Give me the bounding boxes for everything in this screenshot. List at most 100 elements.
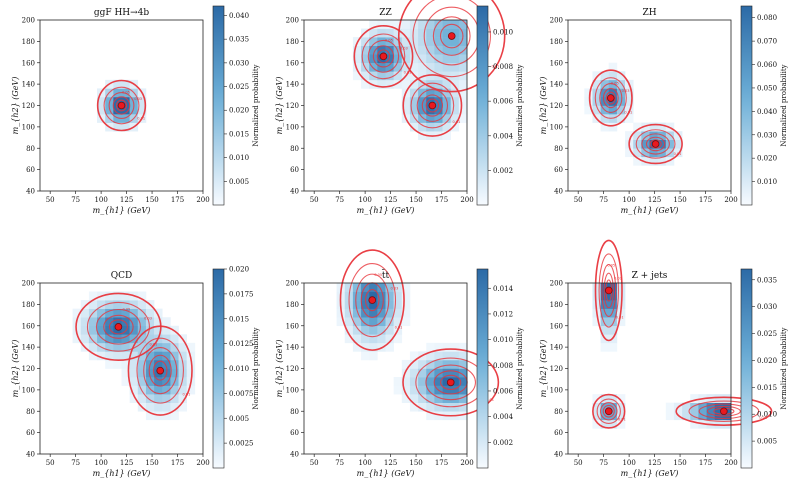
- heatmap-cell: [409, 359, 419, 369]
- heatmap-cell: [129, 317, 139, 327]
- heatmap-cell: [418, 45, 427, 55]
- x-tick-label: 125: [384, 196, 397, 204]
- heatmap-cell: [608, 342, 618, 352]
- contour-line: [402, 348, 500, 417]
- y-tick-label: 40: [554, 451, 563, 459]
- heatmap-cell: [361, 334, 370, 344]
- heatmap-cell: [418, 122, 427, 132]
- heatmap-cell: [450, 359, 460, 369]
- contour-line: [439, 23, 464, 49]
- heatmap-cell: [426, 28, 435, 38]
- heatmap-cell: [434, 28, 443, 38]
- heatmap-cell: [137, 317, 147, 327]
- heatmap-cell: [154, 359, 163, 369]
- contour-label: 0.03: [391, 286, 399, 290]
- heatmap-cell: [393, 385, 403, 395]
- heatmap-cell: [393, 20, 403, 29]
- y-tick-label: 160: [22, 322, 35, 330]
- heatmap-cell: [369, 342, 378, 352]
- heatmap-cell: [434, 62, 443, 72]
- heatmap-cell: [369, 334, 378, 344]
- colorbar-tick-label: 0.010: [757, 411, 777, 419]
- heatmap-cell: [409, 96, 419, 106]
- heatmap-cell: [377, 308, 386, 318]
- heatmap-cell: [105, 308, 114, 318]
- contour-label: 0.01: [616, 316, 624, 320]
- contour-line: [588, 69, 633, 127]
- heatmap-cell: [442, 359, 451, 369]
- heatmap-cell: [418, 71, 427, 81]
- heatmap-cell: [97, 308, 106, 318]
- contour-label: 0.03: [134, 97, 142, 101]
- contour-line: [628, 123, 683, 165]
- heatmap-cell: [344, 308, 354, 318]
- x-tick-label: 125: [120, 196, 133, 204]
- heatmap-cell: [442, 122, 451, 132]
- x-tick-label: 100: [358, 196, 371, 204]
- heatmap-cell: [129, 308, 139, 318]
- colorbar-tick-label: 0.005: [229, 415, 249, 423]
- contour-line: [103, 314, 134, 339]
- contour-line: [598, 253, 619, 328]
- heatmap-cell: [418, 79, 427, 89]
- heatmap-cell: [409, 54, 419, 64]
- y-tick-label: 180: [286, 301, 299, 309]
- heatmap-cell: [600, 342, 610, 352]
- heatmap-cell: [418, 359, 427, 369]
- heatmap-cell: [170, 402, 179, 412]
- heatmap-cell: [170, 385, 179, 395]
- heatmap-cell: [426, 62, 435, 72]
- heatmap-cell: [442, 62, 451, 72]
- y-axis-label: m_{h2} (GeV): [11, 340, 20, 398]
- contour-line: [596, 398, 621, 424]
- y-tick-label: 60: [26, 429, 35, 437]
- colorbar-tick-label: 0.070: [757, 38, 777, 46]
- heatmap-cell: [690, 419, 699, 429]
- heatmap-cell: [434, 394, 443, 403]
- y-tick-label: 160: [286, 59, 299, 67]
- heatmap-cell: [442, 28, 451, 38]
- heatmap-cell: [352, 45, 362, 55]
- heatmap-cell: [409, 377, 419, 386]
- y-tick-label: 120: [286, 365, 299, 373]
- heatmap-cell: [633, 139, 642, 149]
- y-tick-label: 100: [550, 123, 563, 131]
- contour-line: [376, 49, 391, 64]
- contour-line: [127, 325, 193, 416]
- x-tick-label: 75: [599, 459, 608, 467]
- heatmap-cell: [121, 351, 130, 361]
- contour-line: [86, 301, 150, 352]
- heatmap-cell: [616, 71, 626, 81]
- contour-line: [148, 354, 172, 387]
- heatmap-cell: [137, 105, 147, 115]
- heatmap-cell: [714, 419, 724, 429]
- heatmap-cell: [418, 394, 427, 403]
- peak-marker: [446, 378, 455, 387]
- heatmap-cell: [80, 334, 90, 344]
- x-axis-label: m_{h1} (GeV): [357, 469, 415, 478]
- contour-group: 0.01 0.03 0.05: [96, 79, 147, 132]
- contour-line: [675, 396, 773, 426]
- heatmap-cell: [385, 325, 394, 335]
- heatmap-cell: [385, 20, 394, 29]
- heatmap-cell: [385, 342, 394, 352]
- colorbar-tick-label: 0.004: [493, 132, 514, 140]
- heatmap-cell: [344, 317, 354, 327]
- heatmap-cell: [426, 351, 435, 361]
- heatmap-cell: [649, 148, 658, 158]
- x-tick-label: 100: [622, 459, 635, 467]
- heatmap-cell: [88, 334, 98, 344]
- heatmap-cell: [426, 394, 435, 403]
- contour-line: [95, 308, 141, 345]
- heatmap-cell: [137, 325, 147, 335]
- heatmap-cell: [458, 342, 468, 352]
- heatmap-cell: [88, 351, 98, 361]
- heatmap-cell: [170, 342, 179, 352]
- heatmap-cell: [162, 411, 171, 421]
- heatmap-cell: [418, 62, 427, 72]
- heatmap-cell: [352, 283, 362, 292]
- heatmap-cell: [434, 411, 443, 421]
- heatmap-cell: [458, 411, 468, 421]
- heatmap-cell: [105, 300, 114, 309]
